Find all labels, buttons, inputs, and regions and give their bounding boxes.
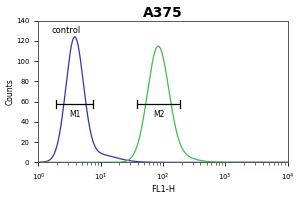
Title: A375: A375 [143,6,183,20]
Y-axis label: Counts: Counts [6,78,15,105]
Text: control: control [51,26,80,35]
X-axis label: FL1-H: FL1-H [151,185,175,194]
Text: M1: M1 [69,110,80,119]
Text: M2: M2 [153,110,164,119]
